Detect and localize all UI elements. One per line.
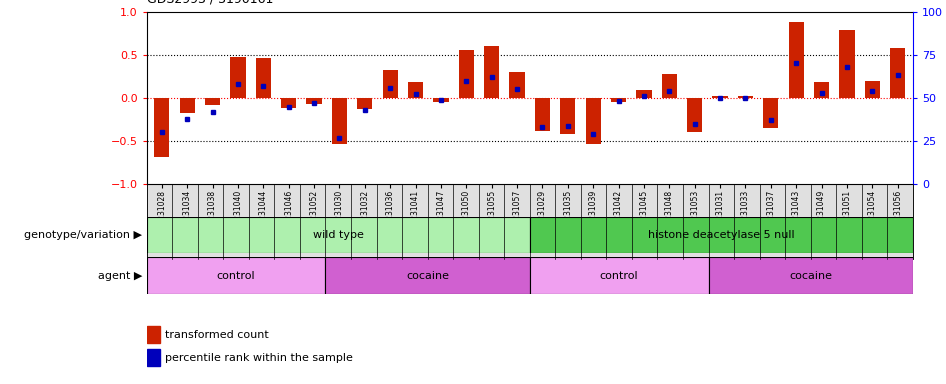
- Bar: [332, 98, 347, 144]
- Bar: [510, 72, 525, 98]
- Bar: [560, 98, 575, 134]
- Bar: [789, 22, 804, 98]
- Bar: [255, 58, 271, 98]
- Bar: [281, 98, 296, 108]
- Text: cocaine: cocaine: [789, 270, 832, 281]
- Bar: [147, 217, 530, 253]
- Bar: [530, 217, 913, 253]
- Bar: [763, 98, 779, 128]
- Text: genotype/variation ▶: genotype/variation ▶: [24, 230, 142, 240]
- Bar: [205, 98, 220, 105]
- Bar: [661, 74, 677, 98]
- Bar: [180, 98, 195, 114]
- Text: histone deacetylase 5 null: histone deacetylase 5 null: [648, 230, 795, 240]
- Bar: [147, 349, 160, 366]
- Bar: [586, 98, 601, 144]
- Bar: [712, 96, 727, 98]
- Bar: [865, 81, 880, 98]
- Bar: [637, 90, 652, 98]
- Bar: [307, 98, 322, 104]
- Bar: [408, 82, 423, 98]
- Bar: [147, 257, 325, 294]
- Bar: [709, 257, 913, 294]
- Bar: [534, 98, 550, 131]
- Bar: [147, 326, 160, 343]
- Bar: [231, 57, 246, 98]
- Text: percentile rank within the sample: percentile rank within the sample: [165, 353, 353, 362]
- Bar: [530, 257, 709, 294]
- Text: control: control: [600, 270, 639, 281]
- Bar: [382, 70, 398, 98]
- Text: cocaine: cocaine: [406, 270, 449, 281]
- Text: agent ▶: agent ▶: [97, 270, 142, 281]
- Bar: [890, 48, 905, 98]
- Bar: [433, 98, 448, 102]
- Bar: [687, 98, 702, 132]
- Text: GDS2993 / 3190161: GDS2993 / 3190161: [147, 0, 273, 6]
- Bar: [738, 96, 753, 98]
- Text: wild type: wild type: [313, 230, 363, 240]
- Text: transformed count: transformed count: [165, 329, 269, 339]
- Text: control: control: [217, 270, 255, 281]
- Bar: [814, 82, 829, 98]
- Bar: [459, 50, 474, 98]
- Bar: [325, 257, 530, 294]
- Bar: [839, 30, 854, 98]
- Bar: [154, 98, 169, 157]
- Bar: [484, 46, 499, 98]
- Bar: [358, 98, 373, 109]
- Bar: [611, 98, 626, 102]
